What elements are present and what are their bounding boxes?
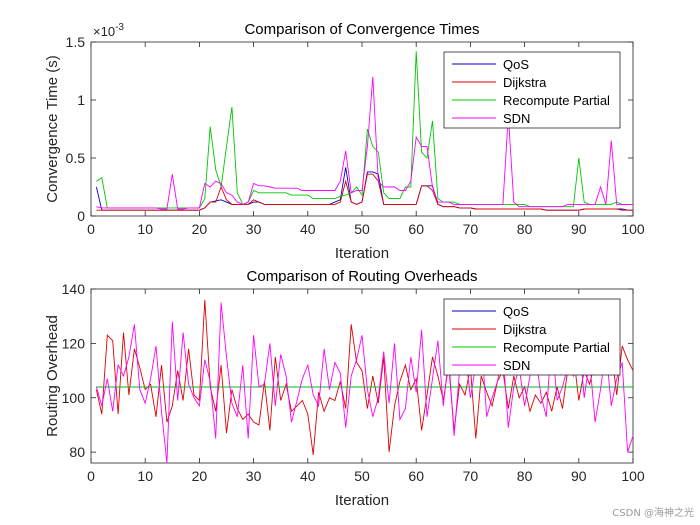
y-tick-label: 100 <box>62 390 86 406</box>
y-tick-label: 1.5 <box>66 34 86 50</box>
y-axis-label: Convergence Time (s) <box>44 55 61 203</box>
x-tick-label: 20 <box>192 468 208 484</box>
legend-label: QoS <box>503 57 529 72</box>
legend-label: Dijkstra <box>503 322 547 337</box>
x-tick-label: 40 <box>300 468 316 484</box>
x-tick-label: 30 <box>246 468 262 484</box>
csdn-watermark: CSDN @海神之光 <box>612 508 694 519</box>
y-tick-label: 1 <box>77 92 85 108</box>
x-tick-label: 70 <box>463 221 479 237</box>
series-line-sdn <box>95 302 633 463</box>
legend-label: QoS <box>503 304 529 319</box>
legend-label: Recompute Partial <box>503 93 610 108</box>
x-tick-label: 50 <box>354 221 370 237</box>
series-line-dijkstra <box>96 173 633 211</box>
y-tick-label: 120 <box>62 335 86 351</box>
x-tick-label: 100 <box>621 468 645 484</box>
chart-1: 0 10 20 30 40 50 60 70 80 90 100 0 0.5 1 1.5 ×10-3 Compa… <box>44 21 645 262</box>
legend: QoS Dijkstra Recompute Partial SDN <box>443 51 621 129</box>
legend-box <box>443 51 621 129</box>
y-tick-label: 0 <box>77 208 85 224</box>
chart-2: 0 10 20 30 40 50 60 70 80 90 100 80 100 120 140 Compari… <box>44 268 645 509</box>
x-axis-label: Iteration <box>335 492 389 509</box>
y-exponent-label: ×10-3 <box>93 22 124 39</box>
x-tick-label: 70 <box>463 468 479 484</box>
y-tick-label: 0.5 <box>66 150 86 166</box>
x-tick-label: 10 <box>137 468 153 484</box>
legend-label: Recompute Partial <box>503 340 610 355</box>
x-tick-label: 90 <box>571 221 587 237</box>
series-line-dijkstra <box>95 299 633 455</box>
legend-label: Dijkstra <box>503 75 547 90</box>
x-tick-label: 30 <box>246 221 262 237</box>
legend: QoS Dijkstra Recompute Partial SDN <box>443 298 621 376</box>
x-tick-label: 60 <box>408 468 424 484</box>
x-tick-label: 50 <box>354 468 370 484</box>
x-tick-label: 80 <box>517 221 533 237</box>
x-tick-label: 10 <box>137 221 153 237</box>
y-axis-label: Routing Overhead <box>44 315 61 437</box>
x-tick-label: 0 <box>87 468 95 484</box>
x-tick-label: 80 <box>517 468 533 484</box>
legend-label: SDN <box>503 111 530 126</box>
y-tick-label: 140 <box>62 281 86 297</box>
x-tick-label: 0 <box>87 221 95 237</box>
x-tick-label: 90 <box>571 468 587 484</box>
chart-title: Comparison of Routing Overheads <box>247 268 478 285</box>
x-tick-label: 100 <box>621 221 645 237</box>
x-tick-label: 20 <box>192 221 208 237</box>
chart-title: Comparison of Convergence Times <box>244 21 479 38</box>
x-axis-label: Iteration <box>335 245 389 262</box>
series-line-sdn <box>96 76 633 210</box>
x-tick-label: 60 <box>408 221 424 237</box>
y-exponent-power: -3 <box>115 22 124 33</box>
y-tick-label: 80 <box>69 444 85 460</box>
x-tick-label: 40 <box>300 221 316 237</box>
legend-box <box>443 298 621 376</box>
legend-label: SDN <box>503 358 530 373</box>
